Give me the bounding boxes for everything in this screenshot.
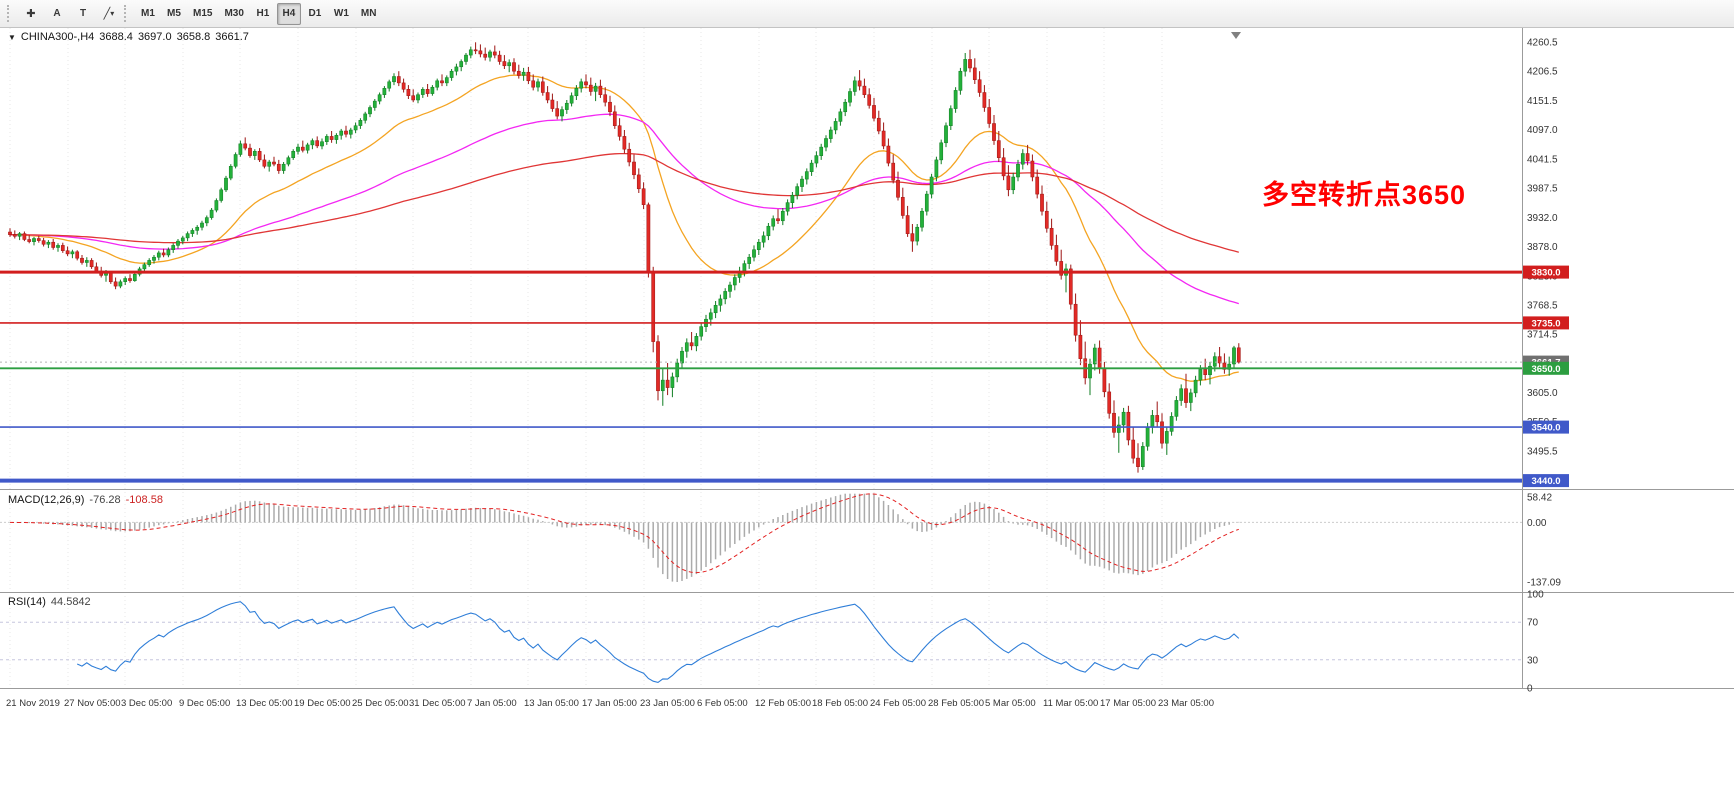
svg-text:70: 70 <box>1527 618 1539 629</box>
svg-text:13 Dec 05:00: 13 Dec 05:00 <box>236 698 293 709</box>
horizontal-level-lines <box>0 270 1522 483</box>
chart-shift-marker[interactable] <box>1231 32 1241 39</box>
timeframe-button-h4[interactable]: H4 <box>276 2 301 25</box>
toolbar-grip-2[interactable] <box>124 5 130 22</box>
timeframe-button-d1[interactable]: D1 <box>303 3 327 25</box>
panel-frames <box>0 28 1734 689</box>
svg-text:3878.0: 3878.0 <box>1527 242 1558 253</box>
svg-text:0: 0 <box>1527 684 1533 695</box>
ma-line-MA-fast <box>9 74 1239 382</box>
level-tag-3650.0 <box>1523 361 1569 375</box>
level-tag-3540.0 <box>1523 420 1569 434</box>
svg-text:58.42: 58.42 <box>1527 493 1552 504</box>
price-axis[interactable]: 4260.5 4206.5 4151.5 4097.0 4041.5 3987.5 3932… <box>1523 38 1569 695</box>
text-label-tool-button[interactable]: T <box>71 3 95 25</box>
svg-text:21 Nov 2019: 21 Nov 2019 <box>6 698 60 709</box>
candlestick-series <box>8 42 1241 473</box>
svg-text:13 Jan 05:00: 13 Jan 05:00 <box>524 698 579 709</box>
svg-text:4260.5: 4260.5 <box>1527 38 1558 49</box>
svg-text:3 Dec 05:00: 3 Dec 05:00 <box>121 698 172 709</box>
arrow-label-tool-button[interactable]: A <box>45 3 69 25</box>
svg-text:3495.5: 3495.5 <box>1527 446 1558 457</box>
trendline-icon: ╱ <box>103 8 111 20</box>
crosshair-icon: ✚ <box>26 8 36 20</box>
svg-text:0.00: 0.00 <box>1527 518 1547 529</box>
timeframe-button-m1[interactable]: M1 <box>136 3 160 25</box>
svg-text:-137.09: -137.09 <box>1527 578 1561 589</box>
macd-signal-line <box>9 493 1239 574</box>
svg-text:3735.0: 3735.0 <box>1531 318 1560 329</box>
svg-text:31 Dec 05:00: 31 Dec 05:00 <box>409 698 466 709</box>
svg-text:9 Dec 05:00: 9 Dec 05:00 <box>179 698 230 709</box>
svg-text:7 Jan 05:00: 7 Jan 05:00 <box>467 698 517 709</box>
svg-text:5 Mar 05:00: 5 Mar 05:00 <box>985 698 1036 709</box>
svg-text:3714.5: 3714.5 <box>1527 329 1558 340</box>
svg-text:23 Mar 05:00: 23 Mar 05:00 <box>1158 698 1214 709</box>
toolbar: ✚ A T ╱ ▾ M1 M5 M15 M30 H1 H4 D1 W1 MN <box>0 0 1734 28</box>
svg-text:4151.5: 4151.5 <box>1527 96 1558 107</box>
svg-text:28 Feb 05:00: 28 Feb 05:00 <box>928 698 984 709</box>
svg-text:30: 30 <box>1527 655 1539 666</box>
svg-text:6 Feb 05:00: 6 Feb 05:00 <box>697 698 748 709</box>
svg-text:3605.0: 3605.0 <box>1527 388 1558 399</box>
svg-text:23 Jan 05:00: 23 Jan 05:00 <box>640 698 695 709</box>
svg-text:17 Jan 05:00: 17 Jan 05:00 <box>582 698 637 709</box>
timeframe-button-w1[interactable]: W1 <box>329 3 354 25</box>
timeframe-button-m15[interactable]: M15 <box>188 3 217 25</box>
svg-text:11 Mar 05:00: 11 Mar 05:00 <box>1043 698 1098 709</box>
ma-line-MA-slow <box>10 152 1239 253</box>
svg-text:24 Feb 05:00: 24 Feb 05:00 <box>870 698 926 709</box>
crosshair-tool-button[interactable]: ✚ <box>19 3 43 25</box>
tool-button-group: ✚ A T ╱ ▾ <box>19 3 121 25</box>
chart-plot[interactable]: 4260.5 4206.5 4151.5 4097.0 4041.5 3987.5 3932… <box>0 28 1734 791</box>
toolbar-grip[interactable] <box>7 5 13 22</box>
time-axis[interactable]: 21 Nov 2019 27 Nov 05:00 3 Dec 05:00 9 Dec … <box>6 698 1214 709</box>
level-tag-3830.0 <box>1523 265 1569 279</box>
text-label-tool-label: T <box>79 8 87 19</box>
timeframe-button-mn[interactable]: MN <box>356 3 382 25</box>
svg-text:25 Dec 05:00: 25 Dec 05:00 <box>352 698 409 709</box>
rsi-line <box>76 601 1240 683</box>
svg-text:100: 100 <box>1527 590 1544 601</box>
svg-text:17 Mar 05:00: 17 Mar 05:00 <box>1100 698 1156 709</box>
timeframe-button-m5[interactable]: M5 <box>162 3 186 25</box>
svg-text:27 Nov 05:00: 27 Nov 05:00 <box>64 698 121 709</box>
timeframe-button-group: M1 M5 M15 M30 H1 H4 D1 W1 MN <box>136 2 382 25</box>
svg-text:18 Feb 05:00: 18 Feb 05:00 <box>812 698 868 709</box>
chart-window: 4260.5 4206.5 4151.5 4097.0 4041.5 3987.5 3932… <box>0 28 1734 791</box>
level-tag-3735.0 <box>1523 316 1569 330</box>
timeframe-button-h1[interactable]: H1 <box>251 3 275 25</box>
chevron-down-icon: ▾ <box>110 9 115 18</box>
svg-text:3540.0: 3540.0 <box>1531 423 1560 434</box>
moving-average-lines <box>9 74 1239 382</box>
macd-histogram <box>0 493 1522 582</box>
svg-text:4206.5: 4206.5 <box>1527 66 1558 77</box>
svg-text:3932.0: 3932.0 <box>1527 213 1558 224</box>
svg-text:19 Dec 05:00: 19 Dec 05:00 <box>294 698 351 709</box>
svg-text:3987.5: 3987.5 <box>1527 183 1558 194</box>
level-tag-3440.0 <box>1523 474 1569 488</box>
timeframe-button-m30[interactable]: M30 <box>219 3 248 25</box>
svg-text:3440.0: 3440.0 <box>1531 476 1560 487</box>
svg-text:4097.0: 4097.0 <box>1527 125 1558 136</box>
svg-text:4041.5: 4041.5 <box>1527 155 1558 166</box>
rsi-layer <box>0 601 1522 683</box>
svg-text:3650.0: 3650.0 <box>1531 364 1560 375</box>
svg-text:3768.5: 3768.5 <box>1527 301 1558 312</box>
svg-text:12 Feb 05:00: 12 Feb 05:00 <box>755 698 811 709</box>
svg-text:3830.0: 3830.0 <box>1531 268 1560 279</box>
trendline-tools-button[interactable]: ╱ ▾ <box>97 3 121 25</box>
arrow-label-tool-label: A <box>53 8 61 19</box>
